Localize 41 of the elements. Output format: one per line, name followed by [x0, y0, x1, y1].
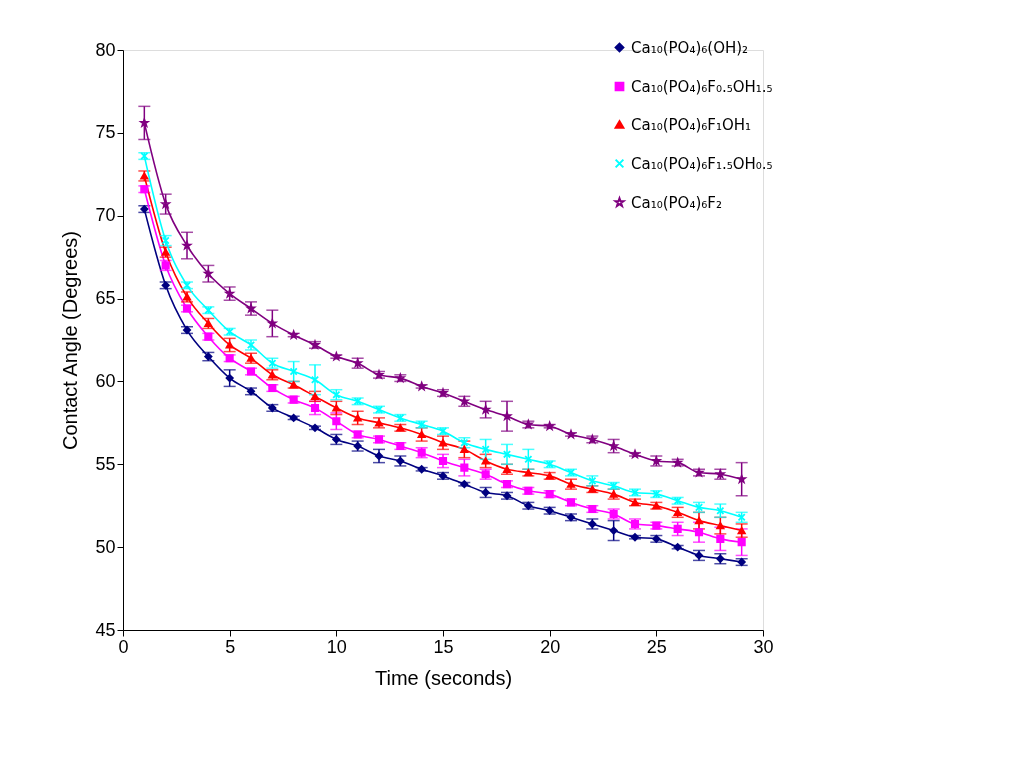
- point: [353, 414, 362, 422]
- legend-label: Ca₁₀(PO₄)₆(OH)₂: [631, 38, 749, 57]
- point: [332, 404, 341, 412]
- point: [694, 516, 704, 525]
- point: [481, 457, 490, 465]
- x-tick-label: 15: [433, 636, 454, 657]
- y-tick-label: 70: [95, 205, 116, 226]
- point: [460, 463, 469, 472]
- x-tick-label: 20: [540, 636, 561, 657]
- x-tick-label: 30: [753, 636, 774, 657]
- y-tick-label: 60: [95, 370, 116, 391]
- point: [289, 367, 298, 376]
- point: [438, 439, 448, 447]
- legend-label: Ca₁₀(PO₄)₆F₁OH₁: [631, 115, 752, 134]
- point: [310, 375, 320, 384]
- legend-label: Ca₁₀(PO₄)₆F₀.₅OH₁.₅: [631, 77, 773, 96]
- point: [460, 445, 469, 454]
- x-tick-label: 25: [646, 636, 667, 657]
- point: [225, 374, 234, 383]
- point: [332, 417, 341, 426]
- point: [716, 534, 725, 543]
- legend-label: Ca₁₀(PO₄)₆F₂: [631, 193, 722, 212]
- y-tick-label: 50: [95, 536, 116, 557]
- point: [481, 445, 490, 454]
- y-tick-label: 55: [95, 453, 116, 474]
- y-tick-label: 45: [95, 619, 116, 640]
- x-tick-label: 10: [326, 636, 347, 657]
- legend-label: Ca₁₀(PO₄)₆F₁.₅OH₀.₅: [631, 154, 773, 173]
- x-axis-title: Time (seconds): [374, 666, 513, 689]
- point: [716, 521, 725, 530]
- point: [673, 524, 682, 533]
- y-tick-label: 80: [95, 39, 116, 60]
- y-axis-title: Contact Angle (Degrees): [59, 230, 82, 451]
- y-tick-label: 75: [95, 122, 116, 143]
- y-tick-label: 65: [95, 288, 116, 309]
- point: [609, 526, 618, 535]
- point: [737, 538, 746, 547]
- x-tick-label: 5: [225, 636, 236, 657]
- point: [694, 528, 704, 537]
- point: [225, 341, 234, 349]
- x-tick-label: 0: [118, 636, 129, 657]
